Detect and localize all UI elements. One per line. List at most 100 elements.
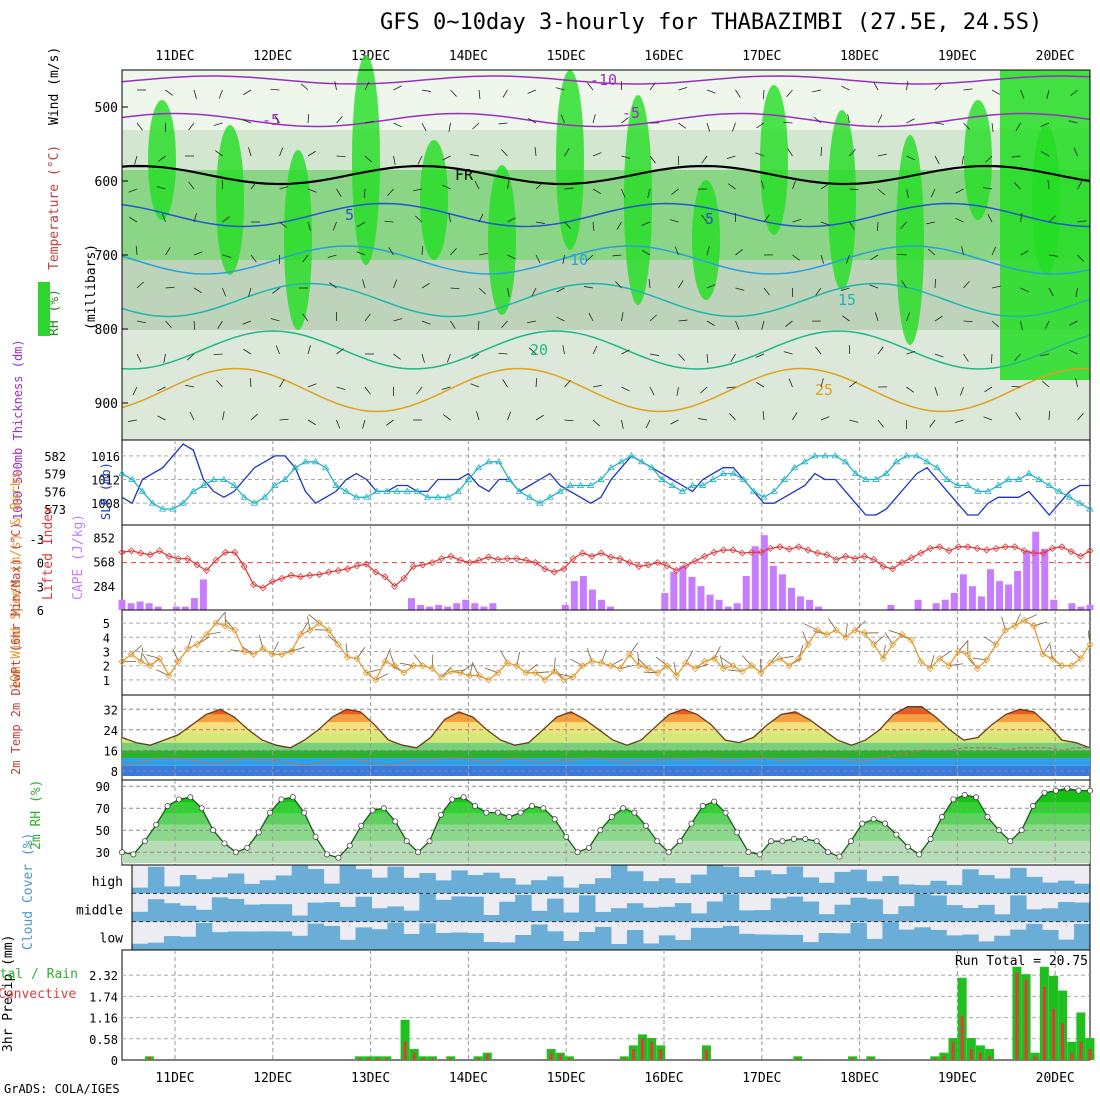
rh-line-point <box>950 796 957 803</box>
lifted-index-line-point <box>1039 549 1047 557</box>
wind-barb <box>132 386 138 396</box>
lifted-index-line <box>121 546 1091 589</box>
wind-speed-line-point <box>174 657 182 666</box>
wind-speed-line-point <box>250 650 258 658</box>
precip-convective-bar <box>1015 972 1019 1060</box>
wind-barb <box>387 188 394 196</box>
lifted-index-line-point <box>296 573 305 581</box>
wind-barb <box>564 419 574 422</box>
wind-barb <box>336 116 343 124</box>
lifted-index-line-point <box>184 555 192 563</box>
wind-barb <box>820 378 824 388</box>
lifted-index-line-point <box>983 546 991 554</box>
cloud-cell <box>658 878 676 894</box>
rh-high-cell <box>352 55 380 265</box>
ylabel-cape: CAPE (J/kg) <box>71 514 86 600</box>
cloud-cell <box>195 879 213 894</box>
y-tick-label: 70 <box>96 802 110 816</box>
cloud-cell <box>611 865 628 894</box>
wind-barb <box>301 83 309 91</box>
wind-speed-line-point <box>635 662 643 670</box>
wind-barb <box>136 353 142 363</box>
lifted-index-line-point <box>663 562 671 570</box>
cloud-cell <box>355 869 372 894</box>
wind-speed-line-point <box>428 664 436 673</box>
lifted-index-line-point <box>428 559 436 567</box>
cloud-cell <box>946 905 963 922</box>
wind-barb <box>612 254 622 257</box>
cloud-cell <box>435 932 452 950</box>
slp-line <box>121 443 1090 516</box>
y-tick-label: 800 <box>95 323 118 338</box>
cloud-cell <box>1058 902 1075 922</box>
wind-barb <box>987 213 993 223</box>
cape-bar <box>145 603 153 610</box>
precip-convective-bar <box>1088 1049 1092 1060</box>
wind-barb <box>877 153 887 157</box>
contour-label: -5 <box>262 111 280 129</box>
lifted-index-line-point <box>879 562 887 571</box>
lifted-index-line-point <box>766 544 775 552</box>
cape-bar <box>661 593 669 610</box>
cloud-cell <box>722 894 740 922</box>
wind-barb <box>218 89 223 99</box>
y-tick-label-right: 568 <box>93 556 115 570</box>
wind-barb <box>502 379 508 388</box>
precip-convective-bar <box>376 1058 380 1060</box>
y-tick-label-left: 3 <box>37 580 44 594</box>
wind-speed-line-point <box>118 657 126 666</box>
wind-barb <box>735 287 745 291</box>
wind-speed-line-point <box>973 664 981 673</box>
wind-barb <box>874 312 879 322</box>
wind-barb <box>706 353 709 363</box>
rh-line-point <box>608 814 615 820</box>
cloud-cell <box>499 942 516 950</box>
wind-barb <box>535 182 543 190</box>
wind-speed-line-point <box>917 657 925 666</box>
wind-barb <box>984 386 993 393</box>
rh-line-point <box>198 805 205 812</box>
wind-speed-line-point <box>372 676 380 684</box>
lifted-index-line-point <box>231 548 239 556</box>
cape-bar <box>435 604 443 610</box>
lifted-index-line-point <box>870 555 878 564</box>
wind-barb <box>243 348 252 355</box>
lifted-index-line-point <box>165 552 173 560</box>
wind-barb <box>849 221 855 230</box>
cloud-cell <box>259 880 277 894</box>
lifted-index-line-point <box>907 554 916 562</box>
date-label-top: 14DEC <box>449 49 488 64</box>
y-tick-label-right: 1016 <box>91 450 120 464</box>
cloud-cell <box>882 913 899 922</box>
date-label-bottom: 19DEC <box>938 1071 977 1086</box>
cloud-cell <box>914 893 931 922</box>
thickness-line-point <box>841 458 850 465</box>
wind-speed-line-point <box>362 669 370 677</box>
wind-barb <box>165 320 172 328</box>
wind-barb <box>250 181 257 190</box>
wind-barb <box>135 245 138 256</box>
contour-label: 10 <box>570 251 588 269</box>
wind-barb <box>189 411 195 421</box>
wind-speed-line-point <box>1077 655 1085 663</box>
precip-convective-bar <box>933 1058 937 1060</box>
wind-barb <box>478 252 488 256</box>
wind-barb <box>307 113 310 124</box>
cloud-cell <box>706 901 724 922</box>
cloud-row-label: high <box>92 875 123 890</box>
wind-barb <box>1044 320 1050 330</box>
cloud-cell <box>786 866 804 894</box>
rh-fill <box>122 788 1090 864</box>
y-tick-label: 16 <box>104 744 118 758</box>
cape-bar <box>1014 570 1022 610</box>
wind-speed-line-point <box>550 667 558 675</box>
precip-convective-bar <box>796 1058 800 1060</box>
precip-total-bar <box>985 1049 995 1060</box>
cloud-cell <box>611 908 628 922</box>
cloud-cell <box>930 895 947 922</box>
wind-barb <box>783 121 793 124</box>
wind-barb <box>270 318 280 322</box>
wind-barb <box>501 149 508 157</box>
cloud-cell <box>850 897 867 922</box>
wind-barb <box>564 221 571 229</box>
